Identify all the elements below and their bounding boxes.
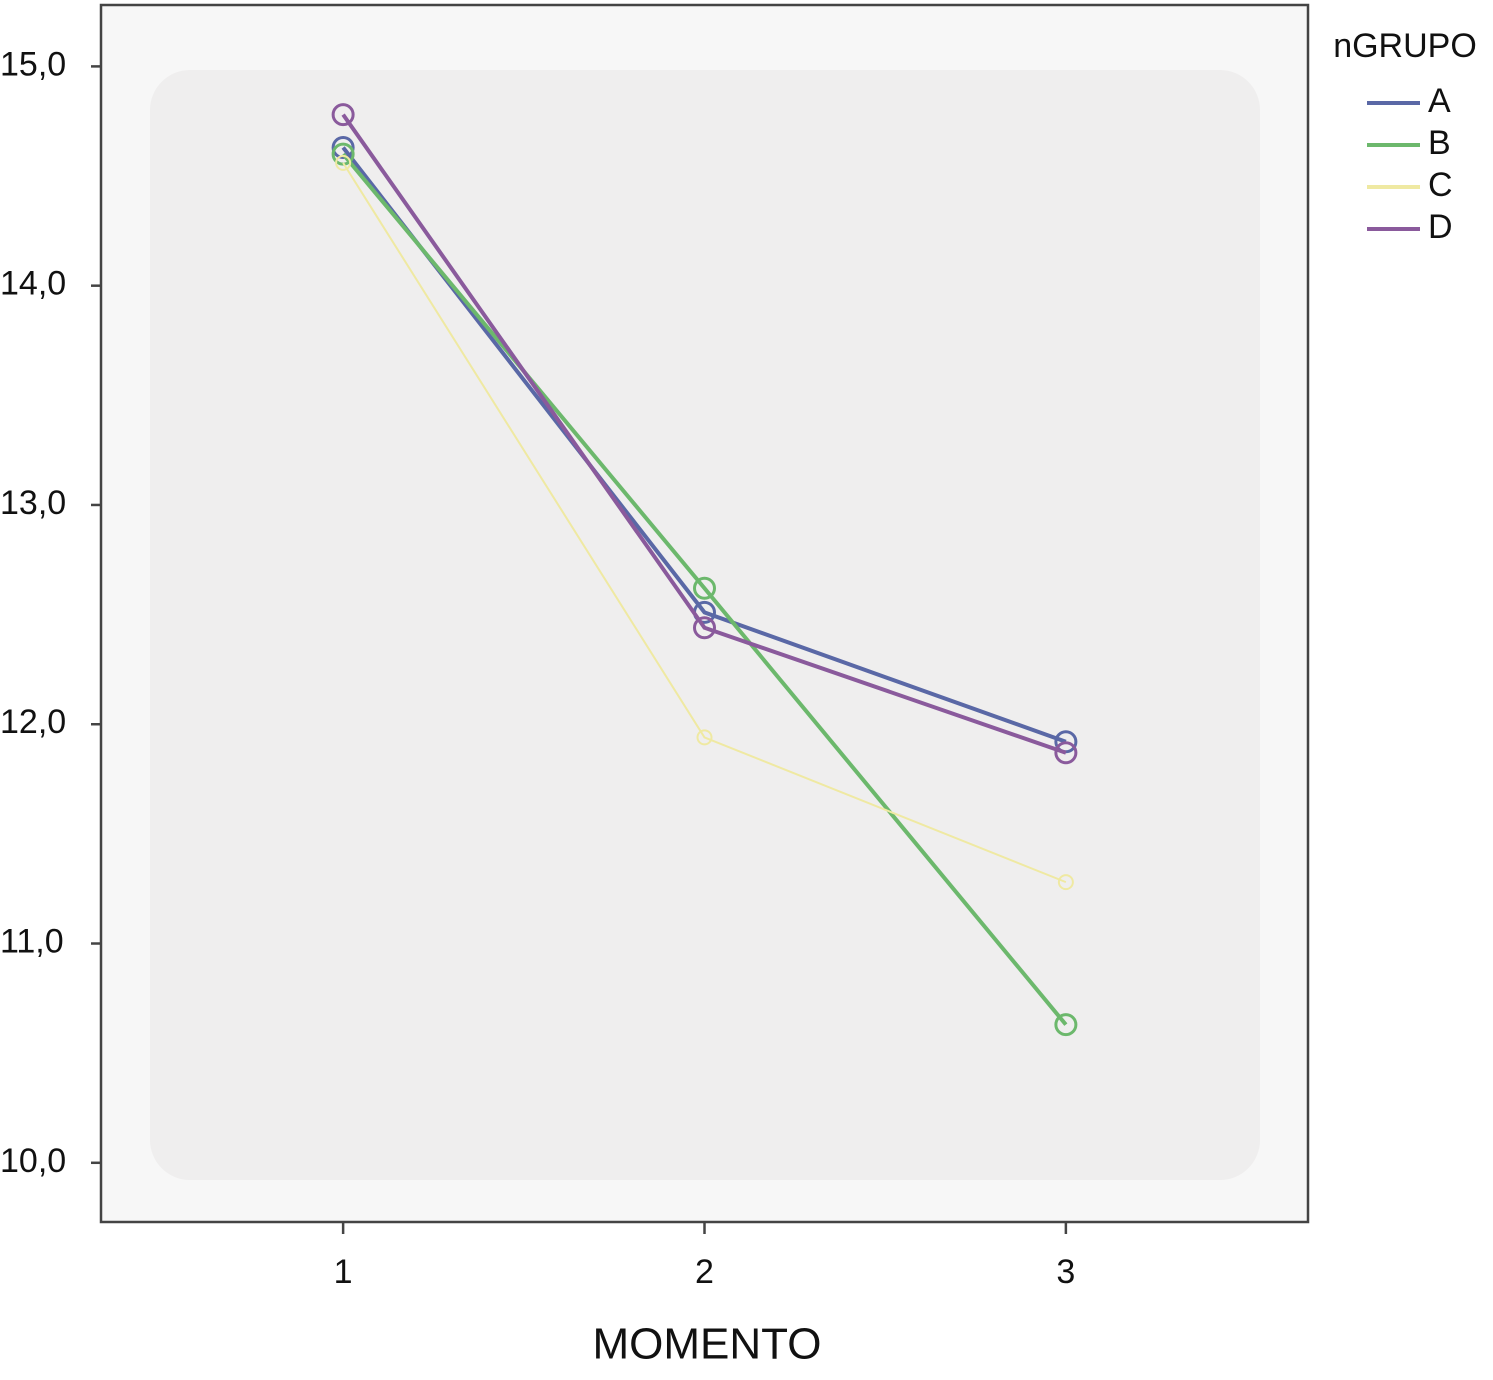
point-marker: [335, 154, 352, 171]
y-tick-label: 12,0: [0, 703, 66, 741]
y-tick-label: 10,0: [0, 1142, 66, 1180]
legend-label: A: [1428, 82, 1451, 120]
series-line: [341, 146, 1067, 744]
series-line: [341, 152, 1068, 1026]
y-tick-label: 13,0: [0, 484, 66, 522]
x-tick-label: 1: [334, 1253, 353, 1291]
x-axis-label: MOMENTO: [593, 1320, 822, 1369]
y-tick-label: 14,0: [0, 265, 66, 303]
point-marker: [1054, 741, 1078, 765]
y-tick-label: 15,0: [0, 45, 66, 83]
point-marker: [1057, 874, 1074, 891]
series-line: [342, 162, 1067, 884]
point-marker: [331, 103, 355, 127]
x-tick-label: 3: [1056, 1253, 1075, 1291]
legend-label: D: [1428, 208, 1453, 246]
series-line: [341, 113, 1067, 755]
x-tick-label: 2: [695, 1253, 714, 1291]
legend-label: B: [1428, 124, 1451, 162]
legend-title: nGRUPO: [1333, 27, 1477, 65]
point-marker: [1054, 1013, 1078, 1037]
point-marker: [693, 576, 716, 600]
legend-label: C: [1428, 166, 1453, 204]
point-marker: [693, 616, 716, 640]
point-marker: [331, 136, 355, 160]
point-marker: [696, 729, 713, 746]
y-tick-label: 11,0: [0, 922, 64, 960]
